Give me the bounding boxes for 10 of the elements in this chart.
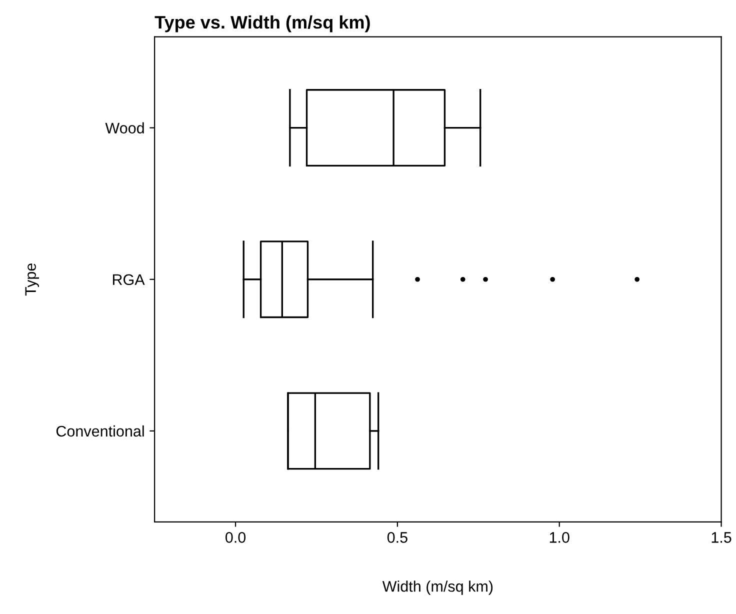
y-tick-label: Conventional: [56, 425, 144, 437]
y-tick-label: Wood: [105, 122, 144, 134]
chart-title: Type vs. Width (m/sq km): [154, 15, 370, 32]
x-tick-label: 1.5: [712, 532, 732, 543]
x-tick-label: 0.5: [387, 532, 408, 543]
x-tick-label: 1.0: [550, 532, 570, 543]
x-tick-label: 0.0: [226, 532, 246, 543]
y-axis-title: Type: [25, 263, 39, 296]
y-tick-label: RGA: [112, 274, 145, 286]
x-axis-title: Width (m/sq km): [382, 580, 493, 595]
